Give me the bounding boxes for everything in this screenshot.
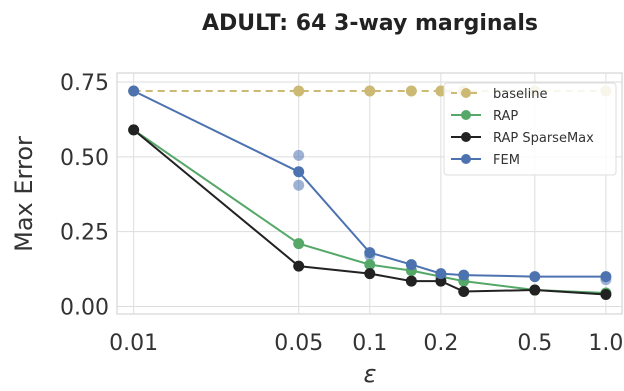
legend-marker (461, 154, 471, 164)
x-tick-label: 0.05 (274, 331, 323, 356)
legend-marker (461, 132, 471, 142)
x-tick-label: 0.01 (109, 331, 158, 356)
data-point (293, 166, 305, 178)
data-point (529, 271, 541, 283)
legend-marker (461, 110, 471, 120)
data-point (458, 269, 470, 281)
x-tick-label: 0.5 (517, 331, 552, 356)
chart-title: ADULT: 64 3-way marginals (202, 11, 538, 36)
legend-label: RAP SparseMax (493, 131, 594, 146)
data-point (364, 259, 376, 271)
series-fem (128, 85, 612, 283)
x-tick-label: 0.2 (423, 331, 458, 356)
legend-label: FEM (493, 153, 520, 168)
series-line (133, 129, 606, 294)
data-point (405, 85, 417, 97)
data-point (405, 259, 417, 271)
series-line (133, 129, 606, 296)
extra-point (293, 149, 305, 161)
y-tick-label: 0.25 (60, 221, 109, 246)
series-rap-sparsemax (128, 124, 612, 301)
legend: baseline RAP RAP SparseMax FEM (443, 82, 617, 176)
y-axis-ticks: 0.00 0.25 0.50 0.75 (60, 71, 109, 321)
data-point (529, 284, 541, 296)
legend-box (443, 82, 617, 176)
data-point (128, 124, 140, 136)
data-point (600, 271, 612, 283)
data-point (293, 260, 305, 272)
y-axis-label: Max Error (10, 136, 38, 252)
data-point (364, 85, 376, 97)
data-point (600, 289, 612, 301)
data-point (405, 275, 417, 287)
x-tick-label: 0.1 (352, 331, 387, 356)
legend-label: RAP (493, 109, 518, 124)
data-point (293, 85, 305, 97)
legend-label: baseline (493, 87, 547, 102)
y-tick-label: 0.50 (60, 146, 109, 171)
x-tick-label: 1.0 (588, 331, 623, 356)
x-axis-label: ε (364, 360, 377, 387)
series-line (133, 90, 606, 278)
data-point (364, 268, 376, 280)
x-axis-ticks: 0.01 0.05 0.1 0.2 0.5 1.0 (109, 331, 623, 356)
data-point (458, 286, 470, 298)
data-point (293, 238, 305, 250)
extra-point (293, 179, 305, 191)
y-tick-label: 0.00 (60, 296, 109, 321)
data-point (435, 268, 447, 280)
data-point (364, 247, 376, 259)
data-point (128, 85, 140, 97)
y-tick-label: 0.75 (60, 71, 109, 96)
legend-marker (461, 88, 471, 98)
